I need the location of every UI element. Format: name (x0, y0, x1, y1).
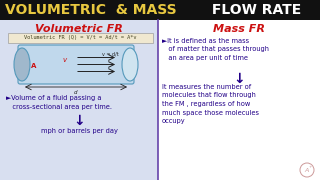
Text: ►Volume of a fluid passing a
   cross-sectional area per time.: ►Volume of a fluid passing a cross-secti… (6, 95, 112, 109)
Text: ↓: ↓ (233, 72, 245, 86)
Text: A: A (31, 64, 37, 69)
Text: Volumetric FR: Volumetric FR (35, 24, 123, 34)
Text: A: A (304, 168, 308, 172)
Bar (0, 0, 320, 20)
Text: mph or barrels per day: mph or barrels per day (41, 128, 117, 134)
FancyBboxPatch shape (18, 45, 134, 84)
Text: Mass FR: Mass FR (213, 24, 265, 34)
Text: v: v (63, 57, 67, 64)
Text: VOLUMETRIC  & MASS: VOLUMETRIC & MASS (5, 3, 177, 17)
Text: +: + (308, 165, 312, 169)
FancyBboxPatch shape (7, 33, 153, 42)
Text: ↓: ↓ (73, 114, 85, 128)
Text: FLOW RATE: FLOW RATE (207, 3, 301, 17)
Ellipse shape (122, 48, 138, 81)
Bar (158, 20, 320, 180)
Text: It measures the number of
molecules that flow through
the FM , regardless of how: It measures the number of molecules that… (162, 84, 259, 124)
Bar (0, 20, 158, 180)
Text: Volumetric FR (Q) = V/t = Ad/t = A*v: Volumetric FR (Q) = V/t = Ad/t = A*v (24, 35, 136, 40)
Text: d: d (74, 89, 78, 94)
Text: v = d/t: v = d/t (102, 51, 118, 57)
Text: ►It is defined as the mass
   of matter that passes through
   an area per unit : ►It is defined as the mass of matter tha… (162, 38, 269, 61)
Ellipse shape (14, 48, 30, 81)
